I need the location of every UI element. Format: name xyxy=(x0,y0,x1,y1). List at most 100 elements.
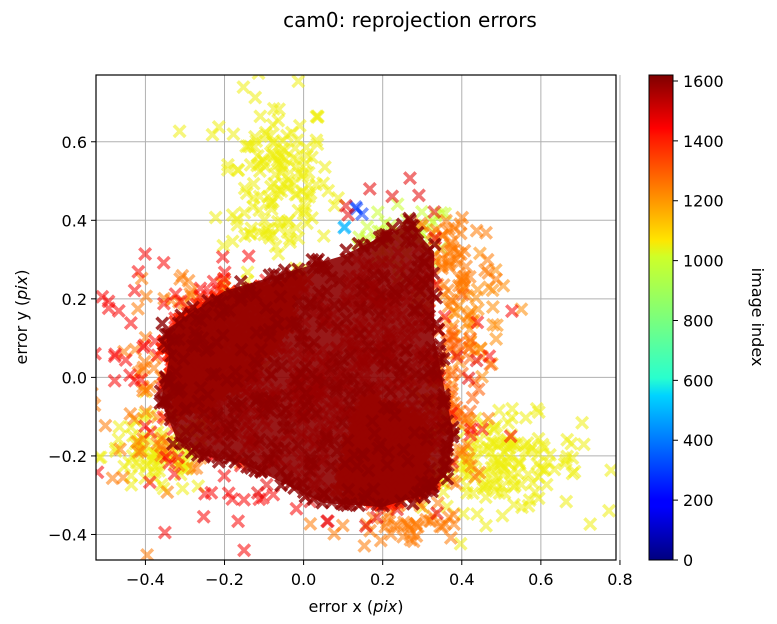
data-point-marker xyxy=(309,406,324,421)
plot-frame xyxy=(95,74,617,561)
data-point-marker xyxy=(385,282,400,297)
data-point-marker xyxy=(357,538,372,553)
data-point-marker xyxy=(398,343,413,358)
x-tick-label: 0.8 xyxy=(607,570,632,589)
data-point-marker xyxy=(286,151,301,166)
data-point-marker xyxy=(479,518,493,533)
data-point-marker xyxy=(281,176,296,191)
data-point-marker xyxy=(246,176,261,191)
data-point-marker xyxy=(96,386,99,401)
colorbar-tick-label: 1000 xyxy=(683,252,724,271)
data-point-marker xyxy=(372,308,387,323)
data-point-marker xyxy=(518,410,533,425)
data-point-marker xyxy=(312,285,326,300)
data-point-marker xyxy=(411,188,426,203)
data-point-marker xyxy=(221,486,236,501)
data-point-marker xyxy=(475,369,490,384)
data-point-marker xyxy=(371,441,386,456)
data-point-marker xyxy=(455,210,470,225)
data-point-marker xyxy=(362,181,377,196)
data-point-marker xyxy=(201,293,216,308)
data-point-marker xyxy=(461,371,476,386)
colorbar-tick-label: 600 xyxy=(683,371,714,390)
data-point-marker xyxy=(98,418,113,433)
data-point-marker xyxy=(96,289,110,304)
data-point-marker xyxy=(143,425,158,440)
data-point-marker xyxy=(158,327,173,342)
data-point-marker xyxy=(559,494,574,509)
data-point-marker xyxy=(270,273,285,288)
data-point-marker xyxy=(471,382,486,397)
data-point-marker xyxy=(489,332,504,346)
data-point-marker xyxy=(96,346,102,361)
data-point-marker xyxy=(185,461,200,476)
data-point-marker xyxy=(336,299,351,314)
data-point-marker xyxy=(289,501,304,516)
data-point-marker xyxy=(332,273,347,288)
data-point-marker xyxy=(134,444,148,459)
data-point-marker xyxy=(461,309,475,324)
data-point-marker xyxy=(469,223,484,238)
y-tick-label: −0.4 xyxy=(48,525,87,544)
data-point-marker xyxy=(420,393,435,408)
data-point-marker xyxy=(248,288,263,303)
data-point-marker xyxy=(417,350,432,365)
data-point-marker xyxy=(204,367,219,382)
colorbar-tick-label: 400 xyxy=(683,431,714,450)
data-point-marker xyxy=(445,364,460,379)
data-point-marker xyxy=(175,481,190,496)
y-tick-label: 0.2 xyxy=(62,290,87,309)
colorbar-ticks: 0 200 400 600 800 1000 1200 1400 1600 xyxy=(673,72,724,570)
data-point-marker xyxy=(456,442,471,457)
data-point-marker xyxy=(383,527,398,542)
data-point-marker xyxy=(296,409,311,424)
data-point-marker xyxy=(113,442,128,457)
data-point-marker xyxy=(262,230,277,245)
data-point-marker xyxy=(248,90,263,105)
data-point-marker xyxy=(127,283,142,298)
data-point-marker xyxy=(271,246,286,261)
data-point-marker xyxy=(249,394,263,409)
data-point-marker xyxy=(323,361,338,376)
colorbar-tick-label: 200 xyxy=(683,491,714,510)
data-point-marker xyxy=(329,384,344,399)
data-point-marker xyxy=(181,273,196,288)
data-point-marker xyxy=(190,421,205,436)
data-point-marker xyxy=(565,451,580,465)
data-point-marker xyxy=(276,420,291,435)
data-point-marker xyxy=(602,503,616,518)
data-point-marker xyxy=(238,229,252,243)
data-point-marker xyxy=(111,303,126,318)
data-point-marker xyxy=(484,465,499,480)
data-point-marker xyxy=(122,455,137,470)
data-point-marker xyxy=(445,429,460,444)
data-point-marker xyxy=(263,329,278,344)
data-point-marker xyxy=(268,447,282,462)
data-point-marker xyxy=(229,400,244,415)
data-point-marker xyxy=(415,273,430,288)
data-point-marker xyxy=(281,172,296,187)
data-point-marker xyxy=(414,204,429,219)
data-point-marker xyxy=(294,327,309,342)
y-tick-label: 0.6 xyxy=(62,133,87,152)
data-point-marker xyxy=(356,275,371,290)
data-point-marker xyxy=(366,482,381,496)
data-point-marker xyxy=(370,497,385,512)
x-tick-label: 0.6 xyxy=(528,570,553,589)
data-point-marker xyxy=(220,157,235,172)
y-tick-label: 0.4 xyxy=(62,211,87,230)
x-ticks: −0.4 −0.2 0.0 0.2 0.4 0.6 0.8 xyxy=(126,560,633,589)
data-point-marker xyxy=(427,205,442,219)
data-point-marker xyxy=(422,461,437,476)
data-point-marker xyxy=(426,266,441,281)
data-point-marker xyxy=(253,109,268,124)
data-point-marker xyxy=(355,207,369,221)
data-point-marker xyxy=(515,500,529,515)
data-point-marker xyxy=(480,252,495,267)
data-point-marker xyxy=(156,255,171,270)
y-tick-label: 0.0 xyxy=(62,368,87,387)
x-tick-label: 0.4 xyxy=(449,570,474,589)
data-point-marker xyxy=(227,412,242,427)
data-point-marker xyxy=(343,348,358,363)
data-point-marker xyxy=(351,498,366,513)
